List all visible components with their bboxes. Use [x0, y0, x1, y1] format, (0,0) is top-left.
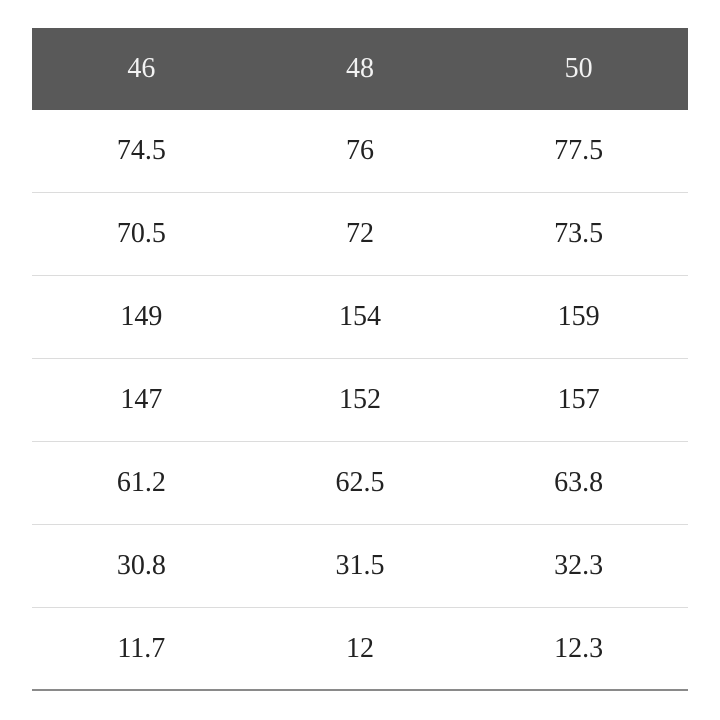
table-cell: 11.7 [117, 632, 166, 664]
header-cell: 50 [564, 53, 593, 84]
table-cell: 63.8 [554, 467, 604, 498]
table-cell: 157 [557, 384, 600, 415]
table-cell: 12 [346, 632, 374, 664]
table-cell: 159 [557, 301, 600, 332]
table-row: 149 154 159 [32, 276, 688, 359]
table-cell: 149 [120, 301, 163, 332]
table-cell: 31.5 [335, 550, 385, 581]
table-cell: 70.5 [116, 218, 166, 249]
table-cell: 152 [339, 384, 381, 415]
header-cell: 48 [346, 53, 374, 84]
table-cell: 74.5 [116, 135, 166, 166]
table-row: 74.5 76 77.5 [32, 110, 688, 193]
table-cell: 32.3 [554, 550, 604, 581]
table-cell: 77.5 [554, 135, 604, 166]
table-cell: 62.5 [335, 467, 385, 498]
table-cell: 76 [346, 135, 374, 166]
table-row: 70.5 72 73.5 [32, 193, 688, 276]
table-cell: 72 [346, 218, 374, 249]
header-cell: 46 [127, 53, 156, 84]
table-row: 147 152 157 [32, 359, 688, 442]
table-cell: 12.3 [554, 632, 604, 664]
table-cell: 30.8 [116, 550, 166, 581]
table-cell: 73.5 [554, 218, 604, 249]
table-cell: 61.2 [116, 467, 166, 498]
table-row: 30.8 31.5 32.3 [32, 525, 688, 608]
table-cell: 147 [120, 384, 163, 415]
size-table: 46 48 50 74.5 76 77.5 70.5 72 73.5 149 154 159 147 15… [32, 28, 688, 691]
table-cell: 154 [339, 301, 381, 332]
header-row: 46 48 50 [32, 28, 688, 110]
table-row: 11.7 12 12.3 [32, 608, 688, 691]
table-row: 61.2 62.5 63.8 [32, 442, 688, 525]
